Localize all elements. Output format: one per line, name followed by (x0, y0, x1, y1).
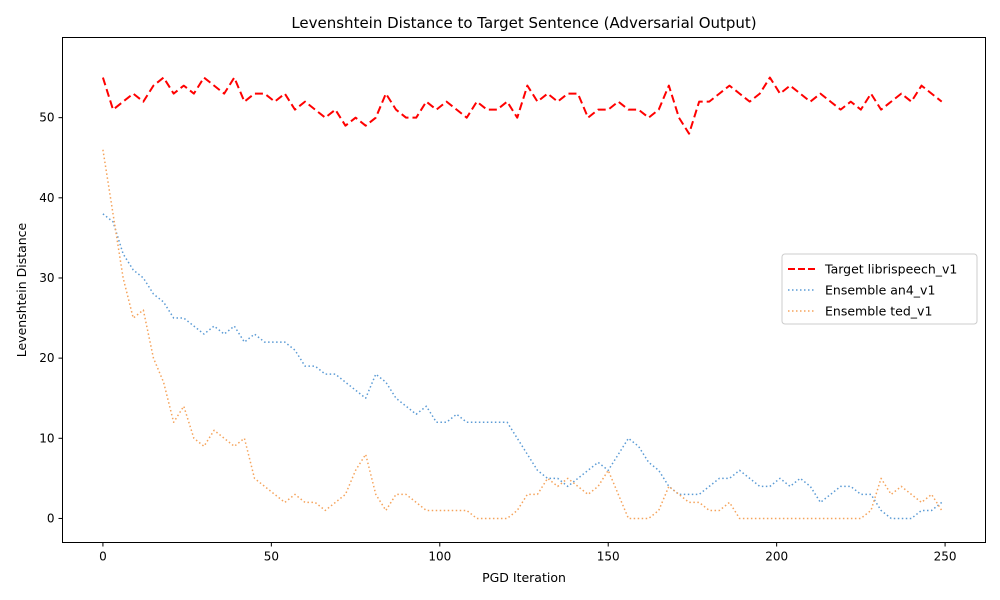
x-axis: 0 50 100 150 200 250 (99, 542, 957, 564)
legend-label-0: Target librispeech_v1 (824, 262, 957, 277)
y-tick-label: 0 (47, 511, 55, 525)
y-tick-label: 50 (39, 111, 54, 125)
y-tick-label: 10 (39, 431, 54, 445)
legend-label-1: Ensemble an4_v1 (825, 283, 935, 298)
plot-frame (62, 37, 986, 543)
x-tick-label: 200 (765, 550, 788, 564)
series-0 (101, 76, 943, 135)
series-layer (101, 76, 943, 520)
series-line-0 (101, 76, 943, 135)
series-line-1 (102, 213, 943, 520)
y-tick-label: 30 (39, 271, 54, 285)
series-1 (102, 213, 943, 520)
y-tick-label: 40 (39, 191, 54, 205)
series-line-2 (102, 149, 943, 520)
legend-label-2: Ensemble ted_v1 (825, 304, 932, 319)
x-tick-label: 250 (934, 550, 957, 564)
series-2 (102, 149, 943, 520)
x-tick-label: 0 (99, 550, 107, 564)
x-tick-label: 100 (428, 550, 451, 564)
y-axis: 0 10 20 30 40 50 (39, 111, 63, 525)
chart-title: Levenshtein Distance to Target Sentence … (291, 14, 756, 32)
legend: Target librispeech_v1 Ensemble an4_v1 Ense… (781, 253, 978, 325)
x-tick-label: 50 (264, 550, 279, 564)
y-tick-label: 20 (39, 351, 54, 365)
x-axis-title: PGD Iteration (482, 570, 566, 585)
x-tick-label: 150 (597, 550, 620, 564)
legend-box (781, 253, 978, 325)
y-axis-title: Levenshtein Distance (14, 222, 29, 357)
